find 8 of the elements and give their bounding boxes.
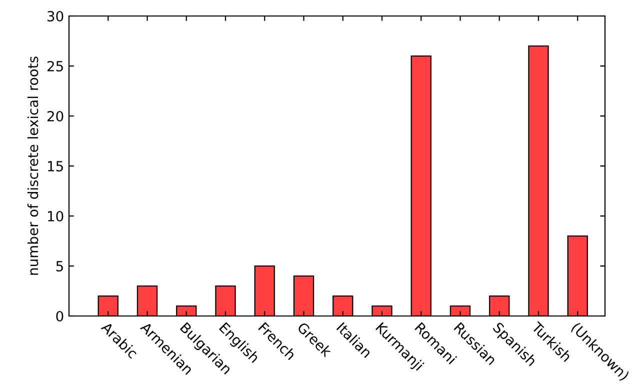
y-tick-label: 20 xyxy=(47,110,64,122)
y-tick-label: 10 xyxy=(48,210,64,222)
y-tick-label: 15 xyxy=(48,161,63,172)
y-tick-label: 0 xyxy=(56,310,64,322)
y-axis-title: number of discrete lexical roots xyxy=(27,56,38,275)
y-tick-label: 25 xyxy=(47,60,63,72)
y-tick-label: 30 xyxy=(48,10,64,22)
y-tick-label: 5 xyxy=(56,261,63,272)
